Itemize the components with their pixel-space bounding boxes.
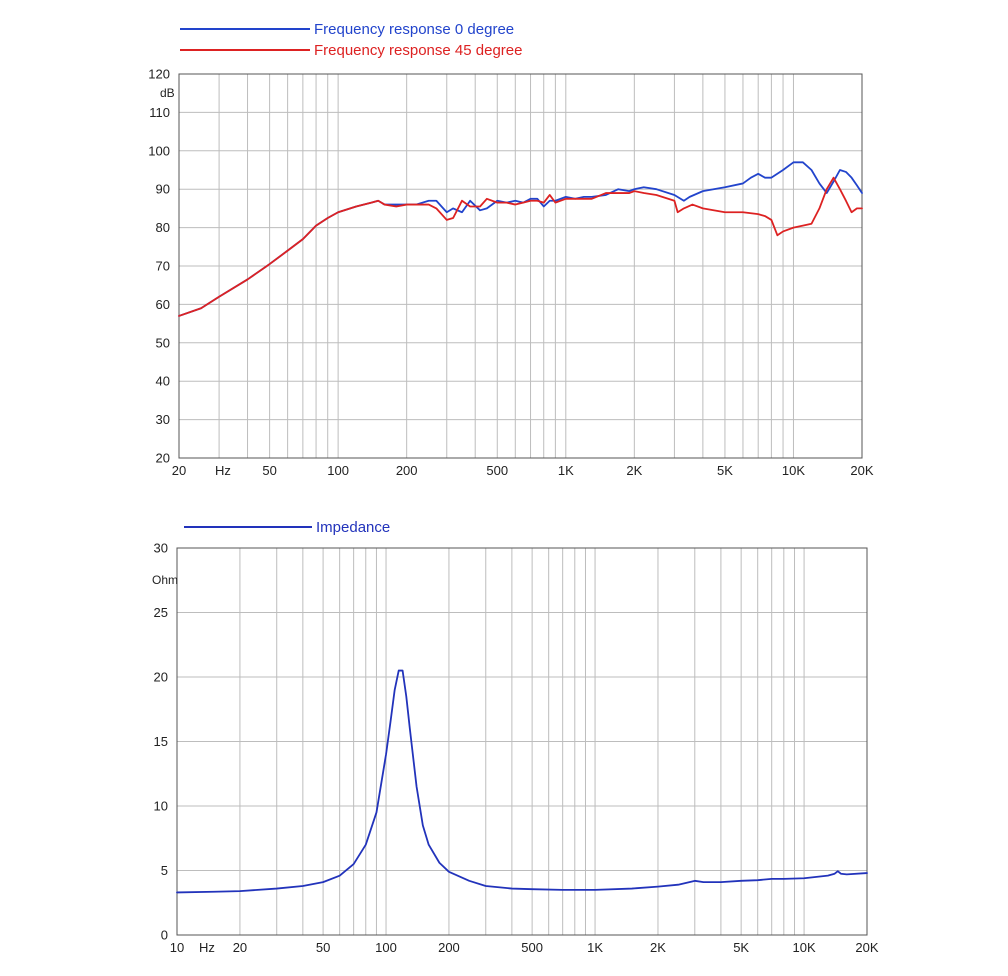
impedance-x-tick-label: 200 [438, 940, 460, 955]
frequency-response-y-tick-label: 60 [156, 297, 170, 312]
impedance-y-tick-label: 10 [154, 799, 168, 814]
frequency-response-y-tick-label: 110 [149, 105, 170, 120]
frequency-response-x-tick-label: 20K [850, 463, 873, 478]
frequency-response-x-unit: Hz [215, 463, 231, 478]
frequency-response-y-tick-label: 120 [148, 67, 170, 82]
frequency-response-y-unit: dB [160, 86, 175, 100]
impedance-legend-label: Impedance [316, 519, 390, 536]
frequency-response-y-tick-labels: 20 30 40 50 60 70 80 90 100 110 120 [148, 67, 170, 466]
impedance-x-tick-label: 2K [650, 940, 666, 955]
frequency-response-series [178, 161, 863, 317]
frequency-response-x-tick-label: 200 [396, 463, 418, 478]
impedance-y-tick-label: 25 [154, 605, 168, 620]
frequency-response-series-line-0 [178, 161, 863, 317]
impedance-series [176, 669, 868, 894]
impedance-x-tick-label: 10K [793, 940, 816, 955]
impedance-grid [177, 548, 867, 935]
frequency-response-x-tick-label: 50 [262, 463, 276, 478]
frequency-response-y-tick-label: 30 [156, 412, 170, 427]
impedance-y-tick-label: 0 [161, 928, 168, 943]
impedance-x-tick-label: 50 [316, 940, 330, 955]
frequency-response-series-line-1 [178, 176, 863, 317]
impedance-y-tick-labels: 0 5 10 15 20 25 30 [154, 541, 168, 943]
impedance-x-tick-label: 20K [855, 940, 878, 955]
impedance-plot-frame [176, 547, 868, 936]
impedance-y-tick-label: 5 [161, 863, 168, 878]
impedance-y-tick-label: 20 [154, 670, 168, 685]
frequency-response-x-tick-label: 20 [172, 463, 186, 478]
impedance-y-tick-label: 15 [154, 734, 168, 749]
frequency-response-x-tick-label: 100 [327, 463, 349, 478]
frequency-response-y-tick-label: 90 [156, 182, 170, 197]
frequency-response-y-tick-label: 40 [156, 374, 170, 389]
impedance-x-tick-label: 10 [170, 940, 184, 955]
frequency-response-legend-label: Frequency response 45 degree [314, 42, 522, 59]
frequency-response-plot-frame [178, 73, 863, 459]
impedance-x-tick-label: 100 [375, 940, 397, 955]
impedance-y-tick-label: 30 [154, 541, 168, 556]
frequency-response-y-tick-label: 70 [156, 259, 170, 274]
frequency-response-chart: Frequency response 0 degree Frequency res… [148, 21, 874, 478]
impedance-series-line-0 [176, 669, 868, 894]
impedance-x-tick-label: 1K [587, 940, 603, 955]
frequency-response-x-tick-label: 5K [717, 463, 733, 478]
impedance-chart: Impedance 0 5 10 15 20 25 30 10 20 50 100 200 500 1K… [152, 519, 879, 955]
frequency-response-legend: Frequency response 0 degree Frequency res… [180, 21, 522, 59]
frequency-response-grid [179, 74, 862, 458]
frequency-response-x-tick-labels: 20 50 100 200 500 1K 2K 5K 10K 20K [172, 463, 874, 478]
frequency-response-y-tick-label: 80 [156, 220, 170, 235]
impedance-x-tick-labels: 10 20 50 100 200 500 1K 2K 5K 10K 20K [170, 940, 879, 955]
impedance-y-unit: Ohm [152, 573, 178, 587]
impedance-x-tick-label: 5K [733, 940, 749, 955]
frequency-response-x-tick-label: 2K [626, 463, 642, 478]
impedance-x-unit: Hz [199, 940, 215, 955]
frequency-response-y-tick-label: 20 [156, 451, 170, 466]
impedance-legend: Impedance [184, 519, 390, 536]
impedance-x-tick-label: 20 [233, 940, 247, 955]
frequency-response-x-tick-label: 10K [782, 463, 805, 478]
frequency-response-legend-label: Frequency response 0 degree [314, 21, 514, 38]
frequency-response-y-tick-label: 100 [148, 143, 170, 158]
frequency-response-x-tick-label: 500 [486, 463, 508, 478]
frequency-response-y-tick-label: 50 [156, 335, 170, 350]
frequency-response-x-tick-label: 1K [558, 463, 574, 478]
impedance-x-tick-label: 500 [521, 940, 543, 955]
